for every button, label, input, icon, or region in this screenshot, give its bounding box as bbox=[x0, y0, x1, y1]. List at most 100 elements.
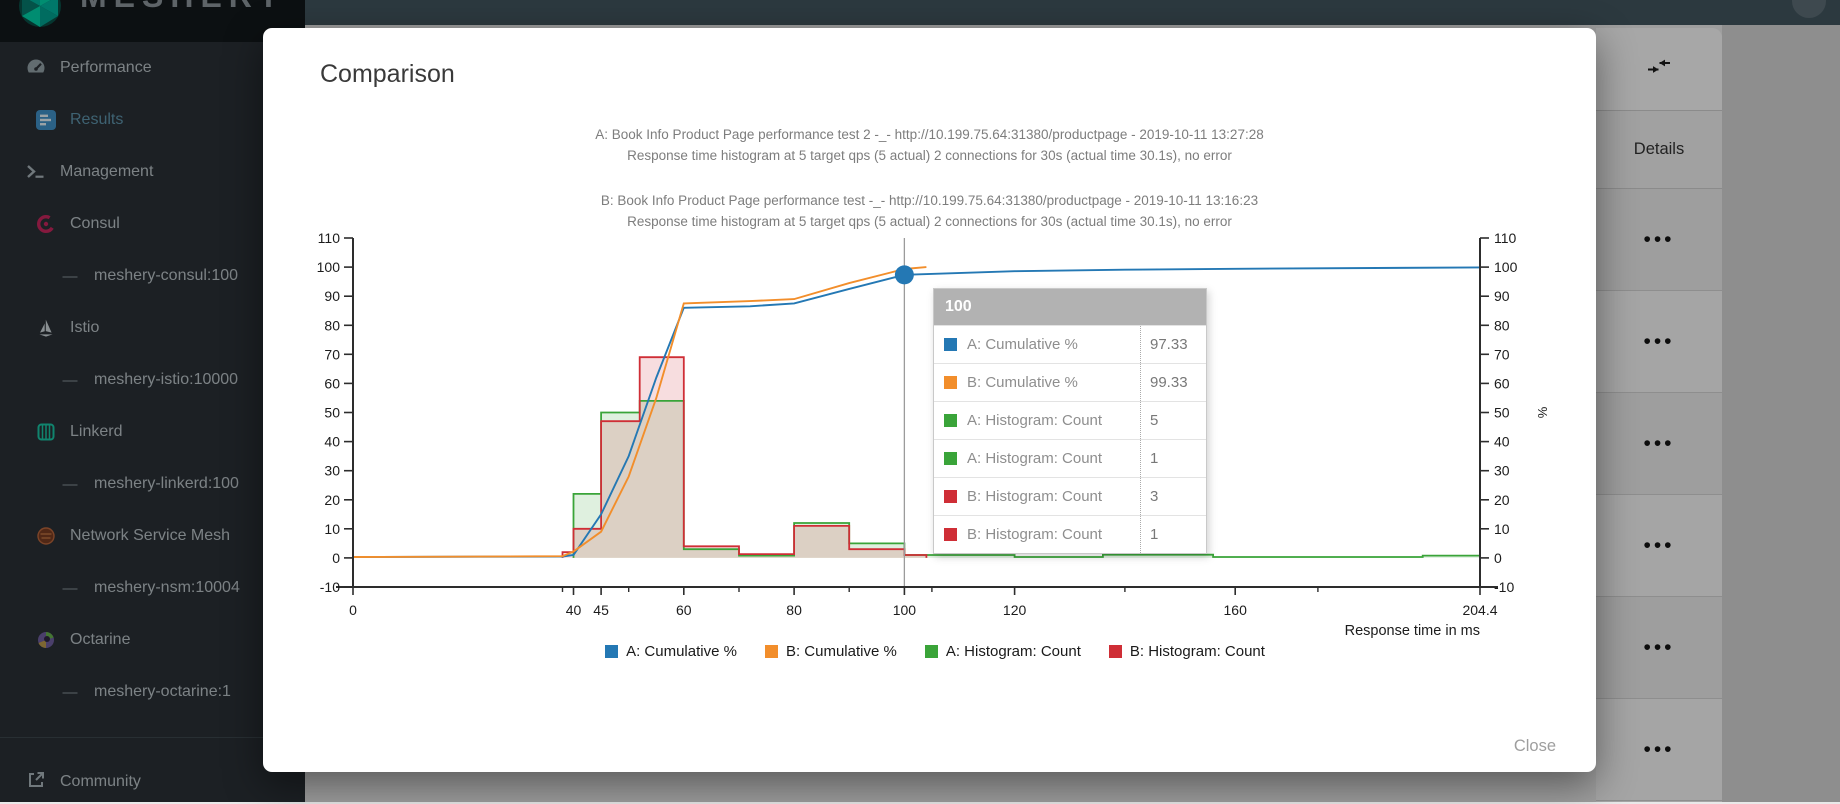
sidebar-item-meshery-consul-100[interactable]: — meshery-consul:100 bbox=[0, 250, 305, 302]
sidebar-item-community[interactable]: Community bbox=[0, 760, 141, 804]
app-logo[interactable]: MESHERY bbox=[0, 0, 305, 42]
dialog-title: Comparison bbox=[320, 60, 455, 88]
sidebar-item-meshery-linkerd-100[interactable]: — meshery-linkerd:100 bbox=[0, 458, 305, 510]
sidebar-item-linkerd[interactable]: Linkerd bbox=[0, 406, 305, 458]
y-tick-label: 80 bbox=[324, 317, 340, 333]
tooltip-series-label: A: Cumulative % bbox=[967, 336, 1078, 353]
series-swatch-icon bbox=[944, 528, 957, 541]
x-axis-label: Response time in ms bbox=[1345, 623, 1480, 639]
comparison-dialog: Comparison A: Book Info Product Page per… bbox=[263, 28, 1596, 772]
tooltip-value: 1 bbox=[1140, 516, 1206, 553]
legend-swatch-icon bbox=[1108, 645, 1122, 658]
sidebar-item-label: Results bbox=[70, 111, 124, 128]
tooltip-row: A: Histogram: Count 1 bbox=[934, 439, 1206, 477]
chart-title-a: A: Book Info Product Page performance te… bbox=[595, 127, 1264, 142]
sidebar-nav: Performance Results Management Consul — meshe… bbox=[0, 42, 305, 718]
sidebar-item-istio[interactable]: Istio bbox=[0, 302, 305, 354]
more-horiz-icon[interactable]: ••• bbox=[1637, 636, 1680, 659]
tooltip-value: 97.33 bbox=[1140, 326, 1206, 363]
dash-icon: — bbox=[62, 683, 78, 701]
chart-subtitle-b: Response time histogram at 5 target qps … bbox=[627, 214, 1232, 229]
y-tick-label-right: 110 bbox=[1494, 230, 1517, 246]
user-avatar[interactable] bbox=[1792, 0, 1826, 18]
tooltip-row: A: Histogram: Count 5 bbox=[934, 401, 1206, 439]
sidebar-item-label: Performance bbox=[60, 59, 152, 76]
x-tick-label: 160 bbox=[1224, 602, 1248, 618]
more-horiz-icon[interactable]: ••• bbox=[1637, 534, 1680, 557]
dash-icon: — bbox=[62, 267, 78, 285]
legend-label: B: Cumulative % bbox=[785, 643, 897, 660]
y-tick-label: 50 bbox=[324, 405, 340, 421]
series-swatch-icon bbox=[944, 338, 957, 351]
sidebar-item-label: Community bbox=[60, 773, 141, 790]
sidebar-item-meshery-istio-10000[interactable]: — meshery-istio:10000 bbox=[0, 354, 305, 406]
sidebar: MESHERY Performance Results Management Cons… bbox=[0, 0, 305, 802]
tooltip-header: 100 bbox=[934, 289, 1206, 325]
table-row: ••• bbox=[1596, 393, 1722, 495]
istio-icon bbox=[36, 318, 56, 338]
close-button[interactable]: Close bbox=[1498, 726, 1572, 766]
sidebar-item-consul[interactable]: Consul bbox=[0, 198, 305, 250]
sidebar-item-meshery-nsm-10004[interactable]: — meshery-nsm:10004 bbox=[0, 562, 305, 614]
sidebar-item-meshery-octarine-1[interactable]: — meshery-octarine:1 bbox=[0, 666, 305, 718]
poll-icon bbox=[36, 110, 56, 130]
sidebar-item-label: meshery-linkerd:100 bbox=[94, 475, 239, 492]
details-column-header: Details bbox=[1596, 111, 1722, 189]
tooltip-value: 1 bbox=[1140, 440, 1206, 477]
legend-item[interactable]: B: Histogram: Count bbox=[1108, 643, 1265, 660]
octarine-icon bbox=[36, 630, 56, 650]
y-tick-label: 30 bbox=[324, 463, 340, 479]
y-tick-label: 60 bbox=[324, 375, 340, 391]
y-tick-label: 90 bbox=[324, 288, 340, 304]
nsm-icon bbox=[36, 526, 56, 546]
sidebar-item-label: Network Service Mesh bbox=[70, 527, 231, 544]
series-swatch-icon bbox=[944, 414, 957, 427]
terminal-icon bbox=[26, 162, 46, 182]
legend-item[interactable]: A: Cumulative % bbox=[605, 643, 737, 660]
y-tick-label: -10 bbox=[320, 579, 340, 595]
series-swatch-icon bbox=[944, 376, 957, 389]
top-navbar bbox=[0, 0, 1840, 25]
speedometer-icon bbox=[26, 58, 46, 78]
more-horiz-icon[interactable]: ••• bbox=[1637, 330, 1680, 353]
x-tick-label: 204.4 bbox=[1462, 602, 1497, 618]
y-tick-label-right: 50 bbox=[1494, 405, 1510, 421]
sidebar-item-network-service-mesh[interactable]: Network Service Mesh bbox=[0, 510, 305, 562]
y-tick-label-right: 0 bbox=[1494, 550, 1502, 566]
sidebar-item-label: Istio bbox=[70, 319, 100, 336]
legend-item[interactable]: B: Cumulative % bbox=[764, 643, 897, 660]
sidebar-item-octarine[interactable]: Octarine bbox=[0, 614, 305, 666]
table-row: ••• bbox=[1596, 699, 1722, 801]
table-row: ••• bbox=[1596, 291, 1722, 393]
more-horiz-icon[interactable]: ••• bbox=[1637, 432, 1680, 455]
collapse-icon[interactable] bbox=[1646, 57, 1672, 82]
tooltip-series-label: A: Histogram: Count bbox=[967, 450, 1103, 467]
more-horiz-icon[interactable]: ••• bbox=[1637, 228, 1680, 251]
tooltip-series-label: A: Histogram: Count bbox=[967, 412, 1103, 429]
histogram-area-a bbox=[573, 400, 1480, 558]
sidebar-item-results[interactable]: Results bbox=[0, 94, 305, 146]
chart-title-b: B: Book Info Product Page performance te… bbox=[600, 193, 1259, 208]
sidebar-item-label: meshery-octarine:1 bbox=[94, 683, 231, 700]
tooltip-row: B: Histogram: Count 3 bbox=[934, 477, 1206, 515]
y-tick-label: 0 bbox=[332, 550, 340, 566]
y-tick-label: 70 bbox=[324, 346, 340, 362]
series-swatch-icon bbox=[944, 452, 957, 465]
x-tick-label: 40 bbox=[566, 602, 582, 618]
sidebar-item-performance[interactable]: Performance bbox=[0, 42, 305, 94]
page-background-strip bbox=[1722, 25, 1840, 802]
sidebar-item-management[interactable]: Management bbox=[0, 146, 305, 198]
sidebar-item-label: meshery-nsm:10004 bbox=[94, 579, 240, 596]
more-horiz-icon[interactable]: ••• bbox=[1637, 738, 1680, 761]
sidebar-item-label: Consul bbox=[70, 215, 120, 232]
x-tick-label: 120 bbox=[1003, 602, 1027, 618]
tooltip-series-label: B: Histogram: Count bbox=[967, 526, 1103, 543]
legend-swatch-icon bbox=[605, 645, 619, 658]
sidebar-item-label: Linkerd bbox=[70, 423, 123, 440]
sidebar-item-label: Management bbox=[60, 163, 154, 180]
table-toolbar bbox=[1596, 28, 1722, 111]
x-tick-label: 80 bbox=[786, 602, 802, 618]
logo-text: MESHERY bbox=[80, 0, 286, 15]
legend-item[interactable]: A: Histogram: Count bbox=[924, 643, 1081, 660]
